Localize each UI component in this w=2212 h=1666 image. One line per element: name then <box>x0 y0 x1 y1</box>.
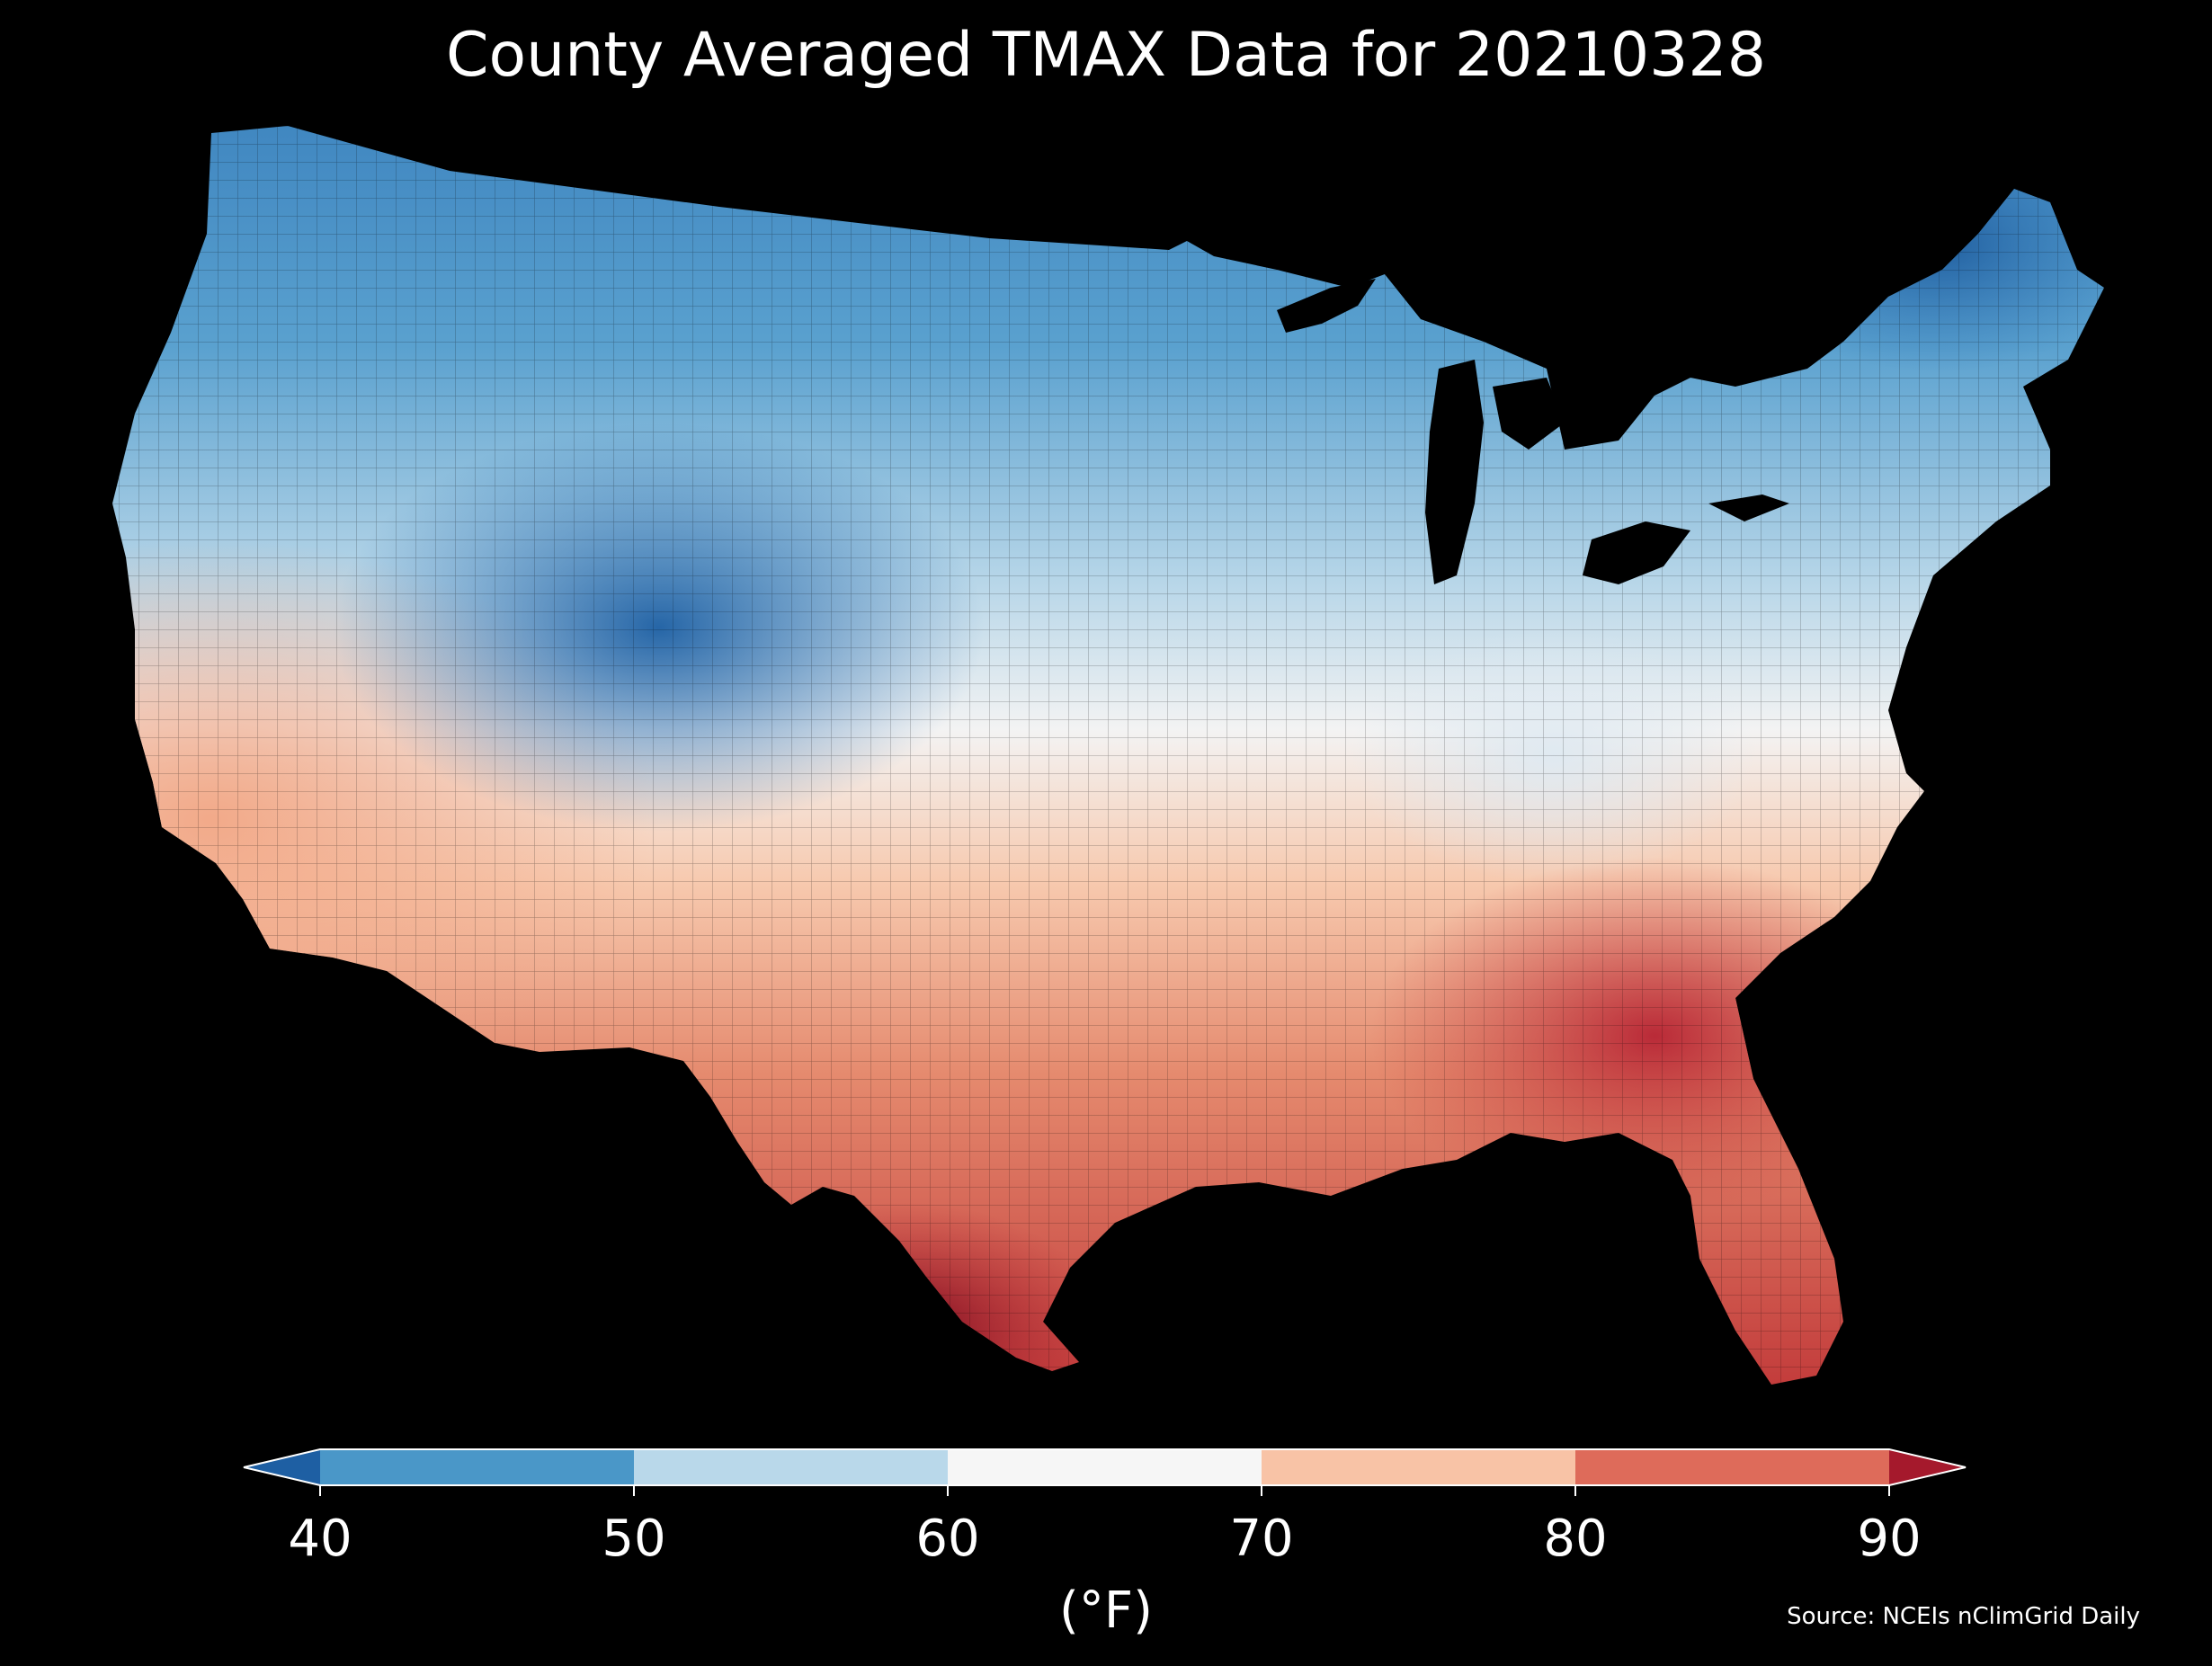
source-credit: Source: NCEIs nClimGrid Daily <box>1787 1603 2140 1630</box>
map-title: County Averaged TMAX Data for 20210328 <box>446 20 1766 91</box>
colorbar-tick-label: 90 <box>1857 1510 1922 1568</box>
colorbar-tick-label: 80 <box>1543 1510 1608 1568</box>
colorbar-bin <box>1262 1449 1575 1485</box>
county-choropleth <box>112 126 2104 1385</box>
colorbar-tick-label: 40 <box>288 1510 352 1568</box>
great-lakes <box>1277 279 1789 584</box>
colorbar-extend-high <box>1889 1449 1966 1485</box>
colorbar-bin <box>320 1449 634 1485</box>
colorbar-unit-label: (°F) <box>1059 1581 1153 1640</box>
colorbar <box>243 1448 1967 1496</box>
colorbar-tick-label: 50 <box>602 1510 666 1568</box>
colorbar-extend-low <box>244 1449 320 1485</box>
colorbar-tick-label: 70 <box>1229 1510 1294 1568</box>
colorbar-bin <box>1575 1449 1889 1485</box>
colorbar-tick-label: 60 <box>915 1510 980 1568</box>
colorbar-bin <box>948 1449 1262 1485</box>
colorbar-bin <box>634 1449 948 1485</box>
